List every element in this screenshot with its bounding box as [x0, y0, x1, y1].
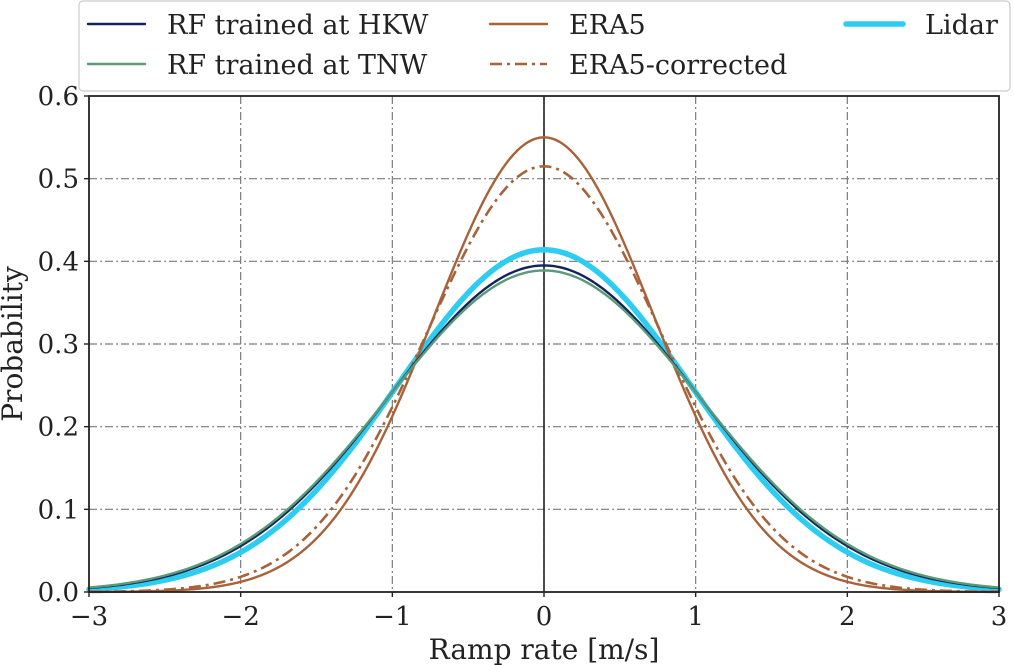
grid-layer [89, 96, 999, 592]
y-axis-label: Probability [0, 266, 29, 422]
legend-label: RF trained at TNW [167, 50, 428, 81]
series-line-era5-corrected [88, 164, 1000, 594]
series-line-lidar [86, 247, 1002, 593]
x-tick-label: −1 [373, 602, 411, 632]
legend-label: Lidar [925, 10, 998, 41]
y-tick-label: 0.1 [38, 495, 79, 525]
y-tick-label: 0.6 [38, 82, 79, 112]
y-tick-label: 0.4 [38, 247, 79, 277]
series-line-rf-trained-at-tnw [87, 269, 1001, 589]
series-line-rf-trained-at-hkw [87, 264, 1001, 590]
x-tick-label: −2 [222, 602, 260, 632]
legend-box [78, 0, 1011, 92]
legend: RF trained at HKW RF trained at TNW ERA5 ER… [78, 0, 1011, 92]
legend-label: ERA5 [569, 10, 646, 41]
x-tick-label: 3 [991, 602, 1008, 632]
y-tick-label: 0.0 [38, 578, 79, 608]
legend-label: RF trained at HKW [167, 10, 429, 41]
x-tick-label: 2 [839, 602, 856, 632]
x-axis-label: Ramp rate [m/s] [429, 633, 660, 665]
series-line-era5 [87, 136, 1001, 594]
y-tick-label: 0.3 [38, 330, 79, 360]
x-tick-label: 0 [536, 602, 553, 632]
x-tick-label: 1 [687, 602, 704, 632]
x-tick-label: −3 [70, 602, 108, 632]
y-tick-label: 0.5 [38, 165, 79, 195]
y-tick-label: 0.2 [38, 413, 79, 443]
series-layer [86, 136, 1002, 594]
axes-layer: −3 −2 −1 0 1 2 3 0.0 0.1 0.2 0.3 0.4 0.5 0.6 [38, 82, 1008, 632]
legend-label: ERA5-corrected [569, 50, 787, 81]
